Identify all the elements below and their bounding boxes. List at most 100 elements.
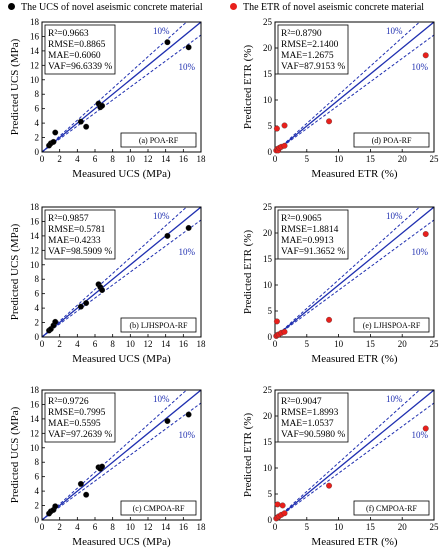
data-points [46,39,192,149]
stats-frame [44,24,116,75]
data-point [164,418,171,425]
stats-box: R²=0.9047RMSE=1.8993MAE=1.0537VAF=90.598… [277,392,349,443]
data-point [77,480,84,487]
x-tick-label: 10 [334,522,344,532]
data-point [279,502,286,509]
data-point [273,125,280,132]
stats-line-1: RMSE=1.8993 [281,408,339,418]
upper-band-label: 10% [386,394,403,404]
panel-tag: (f) CMPOA-RF [366,504,417,513]
x-tick-label: 8 [110,522,115,532]
y-tick-label: 25 [263,17,273,27]
x-axis-label: Measured ETR (%) [311,168,397,180]
chart-panel-a: 0 2 4 6 8 10 12 14 16 18 0 2 4 6 8 10 12 14 16 18 Measured U… [9,17,207,180]
x-tick-label: 5 [305,339,310,349]
x-tick-label: 20 [398,339,408,349]
upper-band-label: 10% [386,26,403,36]
lower-band-label: 10% [411,62,428,72]
y-tick-label: 14 [30,46,40,56]
stats-line-3: VAF=87.9153 % [281,62,345,72]
stats-frame [44,209,116,260]
stats-line-3: VAF=97.2639 % [48,430,112,440]
data-points [46,224,192,334]
x-tick-label: 18 [197,339,207,349]
identity-line [42,22,201,152]
x-tick-label: 4 [75,339,80,349]
chart-panel-f: 0 5 10 15 20 25 0 5 10 15 20 25 Measured ETR (%) Pred… [242,385,440,548]
upper-10pct-line [275,207,421,337]
x-tick-label: 4 [75,154,80,164]
x-tick-label: 10 [126,522,136,532]
y-tick-label: 10 [263,463,273,473]
y-tick-label: 10 [30,260,40,270]
data-point [99,287,106,294]
x-tick-label: 0 [40,339,45,349]
upper-10pct-line [42,22,188,152]
stats-line-3: VAF=91.3652 % [281,247,345,257]
y-tick-label: 12 [30,428,39,438]
data-point [281,122,288,129]
y-tick-label: 0 [35,515,40,525]
panel-tag-frame [353,317,430,333]
x-tick-label: 14 [161,522,171,532]
data-point [273,318,280,325]
x-tick-label: 25 [430,522,440,532]
x-tick-label: 10 [126,154,136,164]
data-points [273,425,429,522]
data-point [52,503,59,510]
stats-line-1: RMSE=0.7995 [48,408,106,418]
stats-line-1: RMSE=0.5781 [48,225,106,235]
x-tick-label: 18 [197,522,207,532]
lower-10pct-line [42,34,201,152]
stats-box: R²=0.8790RMSE=2.1400MAE=1.2675VAF=87.915… [277,24,349,75]
identity-line [42,390,201,520]
stats-line-3: VAF=90.5980 % [281,430,345,440]
reference-lines [42,22,201,152]
data-point [83,123,90,130]
y-tick-label: 10 [263,95,273,105]
data-point [164,232,171,239]
x-tick-label: 18 [197,154,207,164]
y-tick-label: 6 [35,289,40,299]
lower-band-label: 10% [411,247,428,257]
legend-ucs-label: The UCS of novel aseismic concrete mater… [21,2,203,13]
reference-lines [275,22,434,152]
stats-line-0: R²=0.9663 [48,29,89,39]
reference-lines [42,390,201,520]
x-tick-label: 15 [366,154,376,164]
panel-tag-frame [353,500,430,516]
stats-line-0: R²=0.9857 [48,214,89,224]
lower-10pct-line [275,219,434,337]
x-tick-label: 8 [110,339,115,349]
y-tick-label: 16 [30,399,40,409]
stats-line-2: MAE=1.2675 [281,51,334,61]
data-point [52,318,59,325]
stats-line-2: MAE=1.0537 [281,419,334,429]
x-tick-label: 5 [305,154,310,164]
lower-band-label: 10% [178,430,195,440]
identity-line [42,207,201,337]
y-tick-label: 6 [35,104,40,114]
stats-line-2: MAE=0.9913 [281,236,334,246]
identity-line [275,22,434,152]
x-tick-label: 25 [430,339,440,349]
data-point [422,231,429,237]
y-tick-label: 10 [30,443,40,453]
x-tick-label: 14 [161,154,171,164]
stats-frame [277,24,349,75]
lower-band-label: 10% [178,247,195,257]
y-tick-label: 4 [35,486,40,496]
x-axis-label: Measured UCS (MPa) [72,353,171,365]
data-point [274,501,281,508]
stats-frame [44,392,116,443]
x-tick-label: 5 [305,522,310,532]
lower-band-label: 10% [178,62,195,72]
y-tick-label: 2 [35,133,40,143]
y-tick-label: 15 [263,69,273,79]
data-points [46,411,192,517]
legend-ucs-marker-icon [8,3,15,10]
panel-tag: (e) LJHSPOA-RF [363,321,421,330]
lower-10pct-line [42,402,201,520]
panel-tag: (a) POA-RF [139,136,179,145]
plot-frame [274,21,435,153]
